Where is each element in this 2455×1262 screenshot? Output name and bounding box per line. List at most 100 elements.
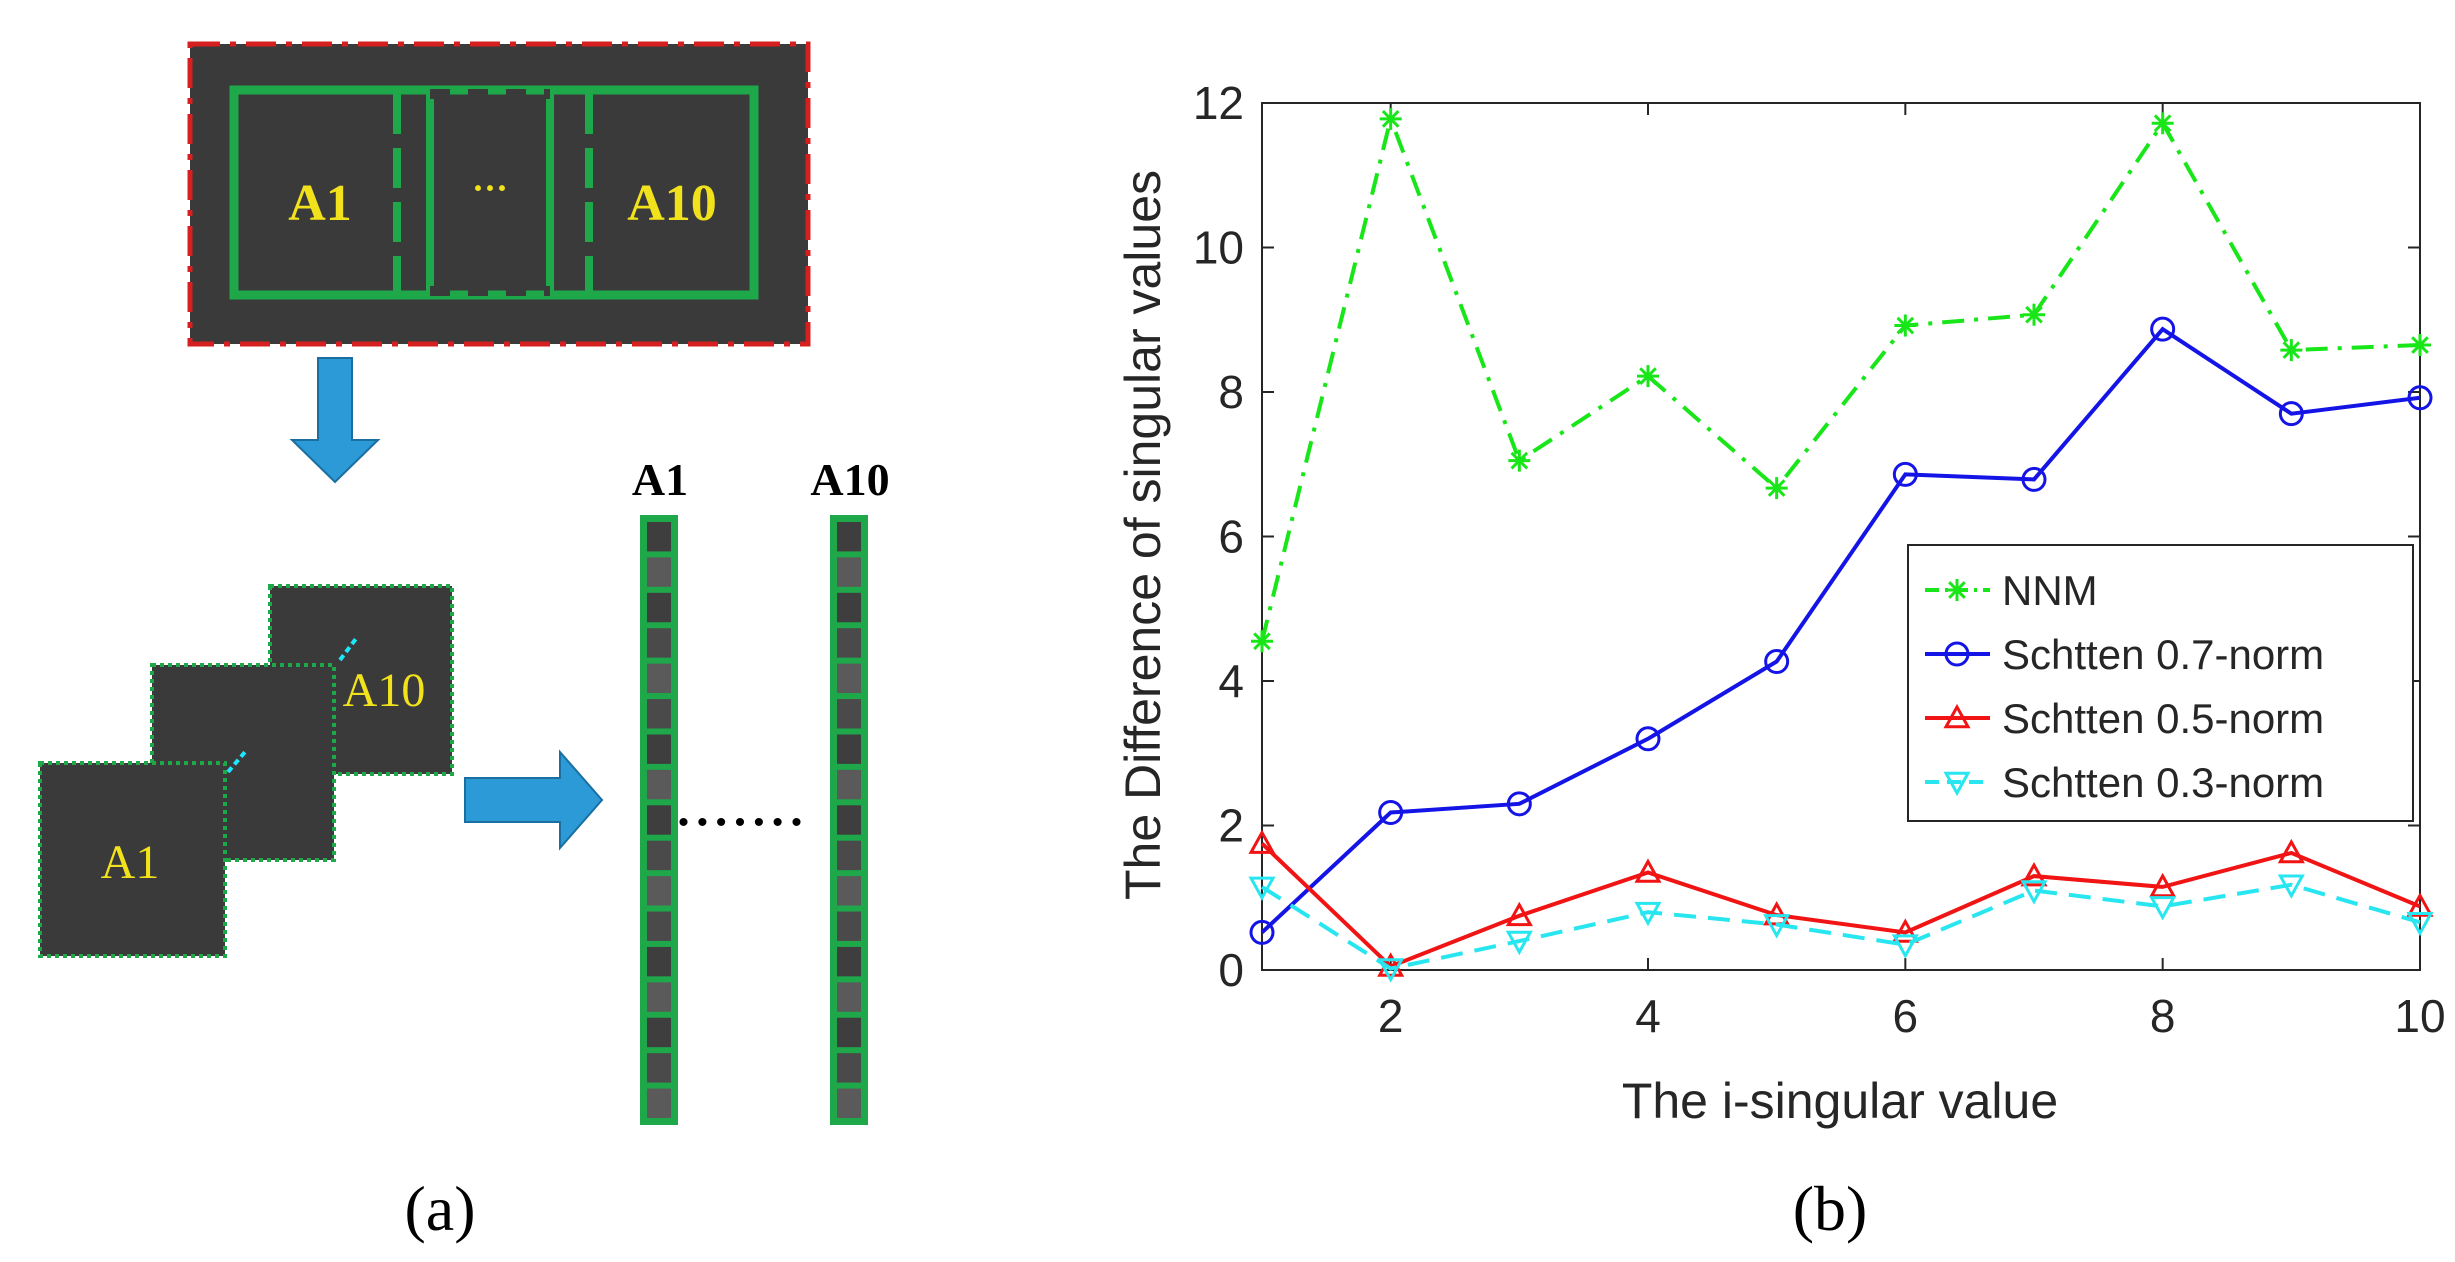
series-layer — [1248, 107, 2434, 983]
column-vector-a10 — [830, 515, 868, 1125]
column-cell — [647, 628, 671, 658]
data-point — [2149, 872, 2177, 898]
x-tick-label: 8 — [2150, 990, 2176, 1042]
series-0 — [1251, 107, 2431, 653]
data-point — [2407, 385, 2433, 411]
y-tick-label: 8 — [1218, 366, 1244, 418]
data-point — [1251, 630, 1273, 653]
data-point — [1377, 958, 1405, 983]
series-1 — [1249, 316, 2433, 945]
column-cell — [837, 557, 861, 587]
data-point — [1944, 641, 1970, 667]
column-cell — [647, 911, 671, 941]
stack-label-a10: A10 — [343, 664, 426, 717]
series-line — [1260, 882, 2421, 971]
data-point — [1763, 914, 1791, 939]
y-axis-label: The Difference of singular values — [1115, 170, 1171, 900]
x-axis-label: The i-singular value — [1622, 1073, 2058, 1129]
column-cell — [647, 1017, 671, 1048]
y-tick-label: 0 — [1218, 944, 1244, 996]
data-point — [1506, 791, 1532, 817]
x-tick-label: 4 — [1635, 990, 1661, 1042]
data-point — [2406, 892, 2434, 917]
column-cell — [647, 805, 671, 835]
caption-a: (a) — [404, 1173, 475, 1244]
x-axis: 2 4 6 8 10 — [1378, 103, 2446, 1042]
stack-connector-1 — [226, 750, 247, 774]
stack-connector-2 — [338, 634, 360, 662]
series-2 — [1248, 829, 2434, 977]
column-cell — [837, 628, 861, 658]
data-point — [1634, 858, 1662, 883]
column-cell — [647, 840, 671, 871]
legend-item: Schtten 0.3-norm — [1925, 759, 2324, 806]
column-cell — [837, 840, 861, 871]
data-point — [2150, 316, 2176, 342]
source-image: A1 ··· A10 — [187, 41, 811, 347]
column-cell — [647, 699, 671, 729]
legend-box — [1907, 544, 2414, 822]
column-cell — [647, 557, 671, 587]
column-cell — [837, 734, 861, 764]
data-point — [2021, 466, 2047, 492]
source-image-red-border — [187, 41, 811, 347]
column-cell — [837, 663, 861, 694]
top-label-a1: A1 — [288, 175, 352, 232]
column-cell — [647, 769, 671, 800]
data-point — [1894, 314, 1917, 337]
y-axis: 0 2 4 6 8 10 12 — [1193, 77, 2420, 996]
series-3 — [1248, 874, 2434, 983]
data-point — [1248, 829, 1276, 854]
column-cell — [837, 522, 861, 552]
data-point — [1634, 901, 1662, 927]
green-window-frame — [229, 85, 759, 300]
legend: NNM Schtten 0.7-norm Schtten 0.5-norm Schtt… — [1907, 544, 2414, 822]
legend-label: NNM — [2002, 567, 2098, 614]
column-cell — [647, 982, 671, 1012]
y-tick-label: 10 — [1193, 222, 1244, 274]
data-point — [2149, 896, 2177, 921]
legend-label: Schtten 0.7-norm — [2002, 631, 2324, 678]
column-cell — [647, 734, 671, 764]
data-point — [1635, 726, 1661, 752]
column-cell — [647, 1088, 671, 1118]
series-line — [1260, 326, 2421, 934]
top-label-ellipsis: ··· — [472, 168, 508, 208]
column-cell — [647, 522, 671, 552]
column-dots: • • • • • • • — [678, 806, 802, 839]
data-point — [2020, 880, 2048, 905]
data-point — [1379, 107, 1402, 130]
data-point — [1378, 799, 1404, 825]
data-point — [1892, 461, 1918, 487]
series-line — [1260, 842, 2421, 969]
data-point — [1249, 919, 1275, 945]
y-tick-label: 4 — [1218, 655, 1244, 707]
column-cell — [837, 699, 861, 729]
data-point — [1637, 365, 1659, 388]
data-point — [2277, 874, 2305, 899]
data-point — [1508, 449, 1531, 472]
legend-label: Schtten 0.5-norm — [2002, 695, 2324, 742]
y-tick-label: 6 — [1218, 511, 1244, 563]
column-label-a1: A1 — [632, 454, 688, 505]
patch-front — [38, 761, 227, 958]
legend-label: Schtten 0.3-norm — [2002, 759, 2324, 806]
column-cell — [837, 1088, 861, 1118]
data-point — [2023, 303, 2045, 326]
data-point — [2277, 838, 2305, 864]
y-tick-label: 12 — [1193, 77, 1244, 129]
column-label-a10: A10 — [810, 454, 889, 505]
data-point — [1891, 918, 1919, 943]
patch-stack: A10 A1 — [38, 584, 454, 958]
column-cell — [837, 982, 861, 1012]
data-point — [2406, 912, 2434, 937]
x-tick-label: 10 — [2394, 990, 2445, 1042]
data-point — [1943, 703, 1971, 729]
data-point — [1248, 876, 1276, 902]
column-cell — [647, 592, 671, 623]
data-point — [1765, 477, 1788, 500]
x-tick-label: 2 — [1378, 990, 1404, 1042]
data-point — [1943, 771, 1971, 797]
panel-b: 0 2 4 6 8 10 12 2 4 6 8 10 The i-singular value Th… — [1115, 77, 2446, 1244]
